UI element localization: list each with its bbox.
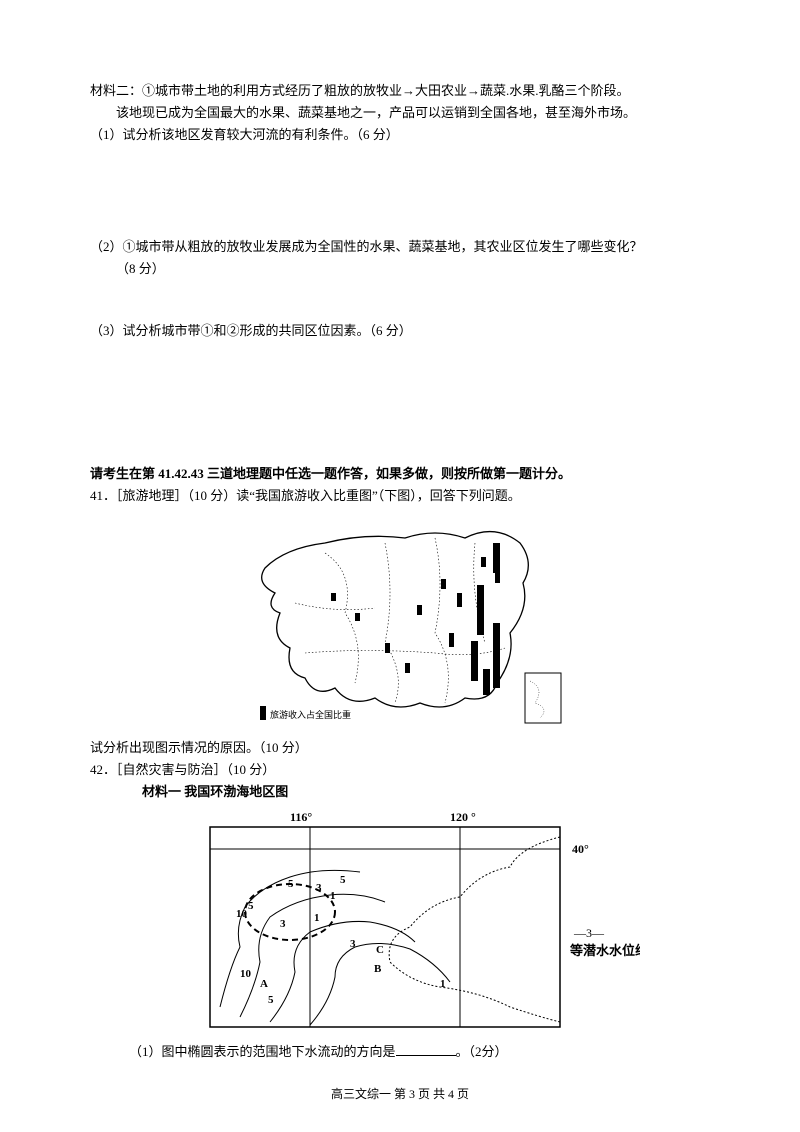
tourism-bar — [493, 543, 500, 573]
tourism-bar — [481, 557, 486, 567]
map-label: 5 — [268, 994, 274, 1006]
tourism-bar — [405, 663, 410, 673]
map-value-labels: 10535315131051ABC — [236, 874, 446, 1006]
q42-1-text-a: （1）图中椭圆表示的范围地下水流动的方向是 — [129, 1044, 396, 1059]
legend-num: —3— — [573, 926, 605, 940]
map-label: 3 — [280, 918, 286, 930]
question-41b: 试分析出现图示情况的原因。（10 分） — [90, 737, 710, 759]
answer-blank[interactable] — [396, 1043, 456, 1056]
question-42-material: 材料一 我国环渤海地区图 — [90, 781, 710, 803]
map-label: 10 — [236, 908, 248, 920]
lon-label: 120 ° — [450, 810, 476, 824]
china-map-figure: 旅游收入占全国比重 — [90, 513, 710, 733]
question-3: （3）试分析城市带①和②形成的共同区位因素。（6 分） — [90, 320, 710, 342]
tourism-bar — [449, 633, 454, 647]
answer-space-3 — [90, 343, 710, 463]
question-42-1: （1）图中椭圆表示的范围地下水流动的方向是 。（2分） — [90, 1041, 710, 1063]
question-1: （1）试分析该地区发育较大河流的有利条件。（6 分） — [90, 124, 710, 146]
china-map-svg: 旅游收入占全国比重 — [235, 513, 565, 733]
tourism-bars — [331, 543, 500, 695]
question-41: 41．［旅游地理］（10 分）读“我国旅游收入比重图”（下图），回答下列问题。 — [90, 485, 710, 507]
material2-line1: 材料二：①城市带土地的利用方式经历了粗放的放牧业→大田农业→蔬菜.水果.乳酪三个… — [90, 80, 710, 102]
answer-space-2 — [90, 280, 710, 320]
tourism-bar — [493, 623, 500, 688]
tourism-bar — [441, 579, 446, 589]
page-footer: 高三文综一 第 3 页 共 4 页 — [0, 1085, 800, 1102]
map-label: A — [260, 978, 268, 990]
map-label: C — [376, 944, 384, 956]
lat-40-label: 40° — [572, 842, 589, 856]
map-label: 3 — [316, 882, 322, 894]
legend-text: 等潜水水位线 — [569, 943, 640, 958]
bohai-map-svg: 116°120 ° 40° 10535315131051ABC —3 — [160, 807, 640, 1037]
q42-1-text-b: 。（2分） — [456, 1044, 508, 1059]
coastline — [389, 837, 560, 1022]
map-label: 1 — [440, 978, 446, 990]
tourism-bar — [331, 593, 336, 601]
material2-line2: 该地现已成为全国最大的水果、蔬菜基地之一，产品可以运销到全国各地，甚至海外市场。 — [90, 102, 710, 124]
material-title-text: 材料一 我国环渤海地区图 — [142, 784, 288, 799]
tourism-bar — [495, 573, 500, 583]
dashed-ellipse — [245, 884, 335, 940]
map-label: B — [374, 963, 382, 975]
tourism-bar — [483, 669, 490, 695]
tourism-bar — [355, 613, 360, 621]
south-sea-inset — [525, 673, 561, 723]
lon-label: 116° — [290, 810, 312, 824]
page-content: 材料二：①城市带土地的利用方式经历了粗放的放牧业→大田农业→蔬菜.水果.乳酪三个… — [0, 0, 800, 1103]
map-label: 1 — [330, 890, 336, 902]
tourism-bar — [385, 643, 390, 653]
map-label: 5 — [288, 878, 294, 890]
tourism-bar — [457, 593, 462, 607]
map-label: 3 — [350, 938, 356, 950]
legend-bar-icon — [260, 706, 266, 720]
question-2-b: （8 分） — [90, 258, 710, 280]
tourism-bar — [477, 585, 484, 635]
inset-islands — [530, 681, 544, 718]
legend-label: 旅游收入占全国比重 — [270, 709, 351, 720]
tourism-bar — [471, 641, 478, 681]
selection-instruction: 请考生在第 41.42.43 三道地理题中任选一题作答，如果多做，则按所做第一题… — [90, 463, 710, 485]
longitude-labels: 116° 120 ° — [290, 810, 476, 824]
question-42: 42．［自然灾害与防治］（10 分） — [90, 759, 710, 781]
map-label: 5 — [340, 874, 346, 886]
map-label: 5 — [248, 900, 254, 912]
question-2-a: （2）①城市带从粗放的放牧业发展成为全国性的水果、蔬菜基地，其农业区位发生了哪些… — [90, 236, 710, 258]
bohai-map-figure: 116°120 ° 40° 10535315131051ABC —3 — [90, 807, 710, 1037]
map-label: 10 — [240, 968, 252, 980]
map-frame — [210, 827, 560, 1027]
answer-space-1 — [90, 146, 710, 236]
map-label: 1 — [314, 912, 320, 924]
tourism-bar — [417, 605, 422, 615]
